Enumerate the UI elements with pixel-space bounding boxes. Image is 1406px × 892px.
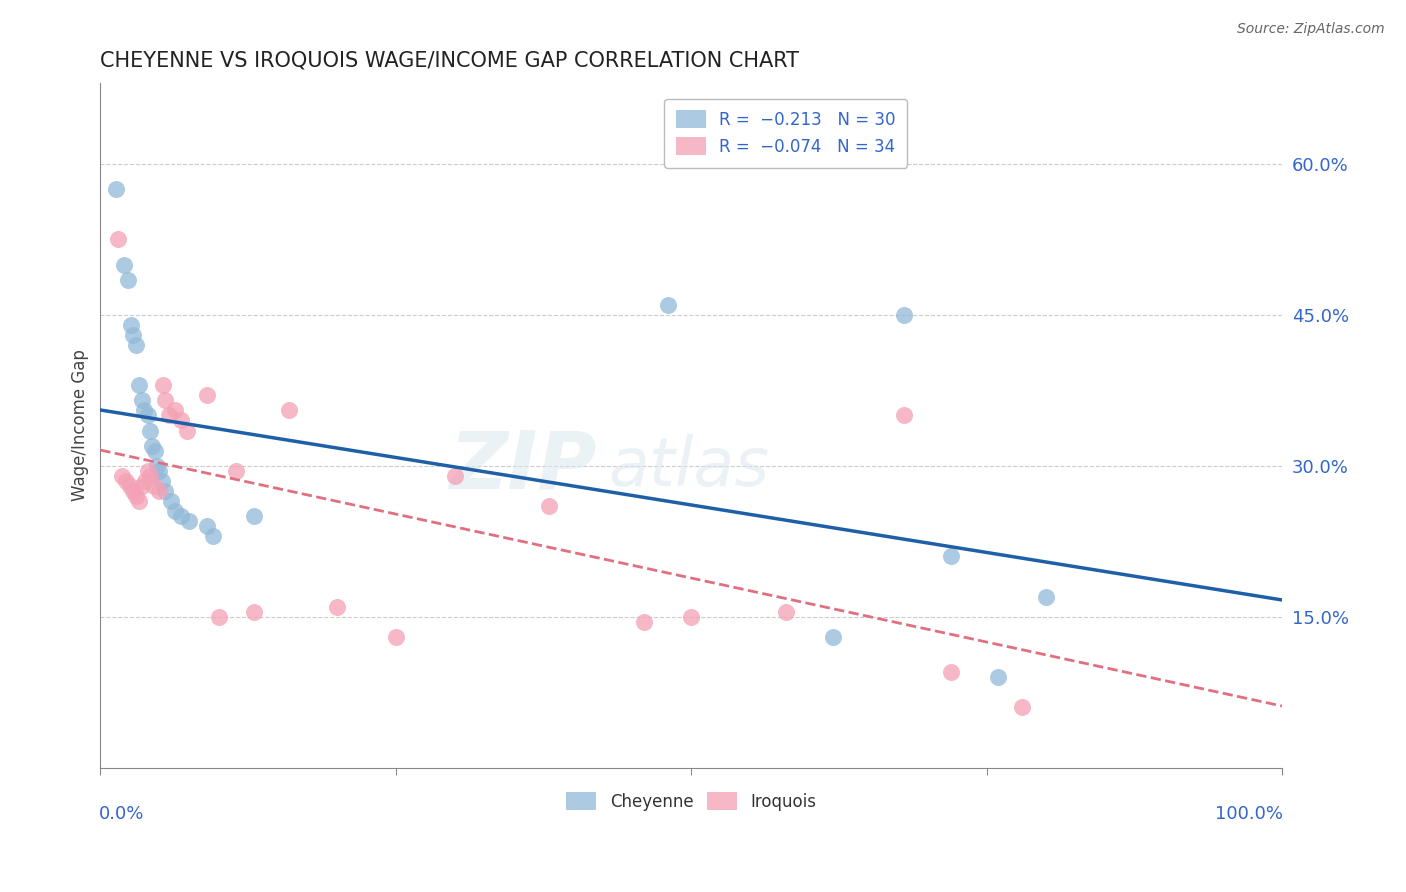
Point: [1011, 700, 1033, 714]
Point: [160, 494, 183, 508]
Point: [150, 474, 173, 488]
Point: [177, 514, 200, 528]
Point: [131, 393, 153, 408]
Point: [118, 479, 141, 493]
Point: [1035, 590, 1057, 604]
Point: [775, 605, 797, 619]
Point: [136, 464, 159, 478]
Point: [128, 494, 150, 508]
Point: [117, 272, 139, 286]
Point: [120, 318, 142, 332]
Point: [225, 464, 247, 478]
Point: [141, 439, 163, 453]
Legend: Cheyenne, Iroquois: Cheyenne, Iroquois: [560, 786, 823, 818]
Point: [243, 509, 266, 524]
Point: [155, 393, 177, 408]
Point: [148, 483, 170, 498]
Point: [143, 443, 166, 458]
Point: [384, 630, 406, 644]
Point: [157, 409, 180, 423]
Text: atlas: atlas: [609, 434, 769, 500]
Point: [195, 388, 218, 402]
Point: [201, 529, 224, 543]
Point: [146, 458, 169, 473]
Point: [122, 483, 145, 498]
Point: [134, 474, 156, 488]
Text: CHEYENNE VS IROQUOIS WAGE/INCOME GAP CORRELATION CHART: CHEYENNE VS IROQUOIS WAGE/INCOME GAP COR…: [100, 51, 800, 70]
Point: [939, 549, 962, 564]
Point: [176, 424, 198, 438]
Point: [633, 615, 655, 629]
Point: [139, 424, 162, 438]
Text: ZIP: ZIP: [450, 427, 596, 506]
Point: [163, 403, 186, 417]
Point: [170, 509, 193, 524]
Point: [107, 232, 129, 246]
Point: [111, 468, 134, 483]
Point: [443, 468, 465, 483]
Y-axis label: Wage/Income Gap: Wage/Income Gap: [72, 350, 89, 501]
Point: [195, 519, 218, 533]
Point: [132, 403, 155, 417]
Point: [125, 338, 148, 352]
Point: [104, 182, 127, 196]
Point: [657, 298, 679, 312]
Point: [207, 609, 229, 624]
Point: [139, 468, 162, 483]
Point: [122, 328, 145, 343]
Point: [893, 308, 915, 322]
Point: [115, 474, 138, 488]
Point: [821, 630, 844, 644]
Point: [325, 599, 347, 614]
Point: [112, 258, 135, 272]
Point: [170, 413, 193, 427]
Point: [538, 499, 561, 513]
Point: [136, 409, 159, 423]
Point: [131, 479, 153, 493]
Point: [987, 670, 1010, 684]
Point: [152, 378, 174, 392]
Point: [893, 409, 915, 423]
Point: [128, 378, 150, 392]
Point: [155, 483, 177, 498]
Point: [142, 479, 165, 493]
Text: 100.0%: 100.0%: [1215, 805, 1284, 823]
Point: [163, 504, 186, 518]
Point: [243, 605, 266, 619]
Point: [125, 489, 148, 503]
Point: [278, 403, 301, 417]
Text: 0.0%: 0.0%: [100, 805, 145, 823]
Point: [939, 665, 962, 679]
Point: [148, 464, 170, 478]
Point: [681, 609, 703, 624]
Text: Source: ZipAtlas.com: Source: ZipAtlas.com: [1237, 22, 1385, 37]
